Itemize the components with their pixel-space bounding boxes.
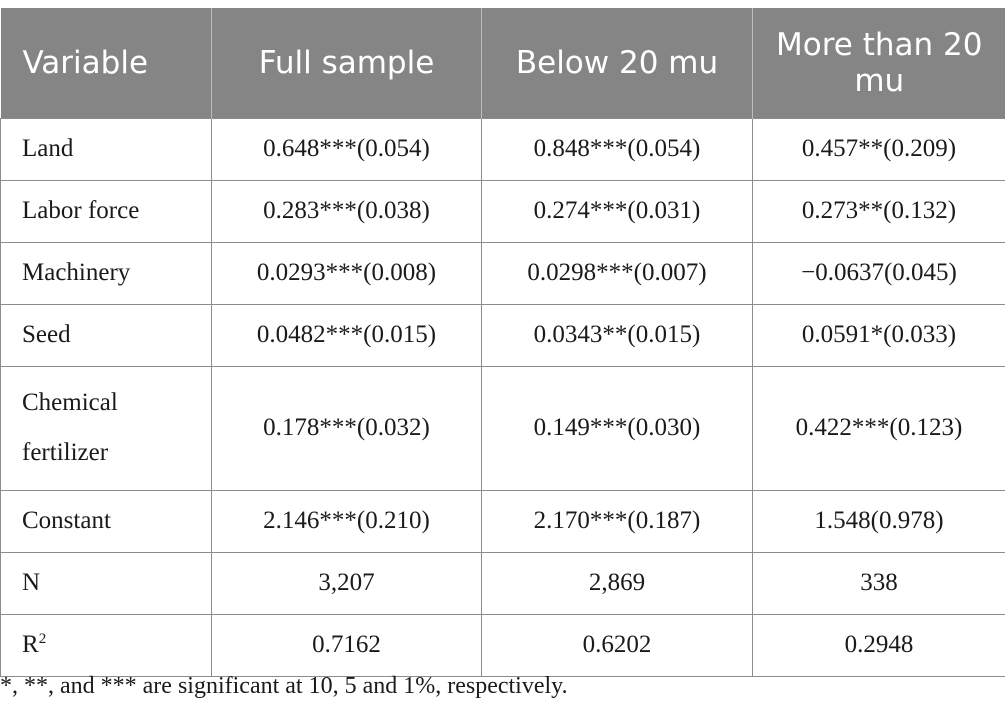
table-row: Seed 0.0482***(0.015) 0.0343**(0.015) 0.… (0, 303, 1005, 366)
header-below-20-mu: Below 20 mu (481, 8, 753, 118)
header-full-sample: Full sample (211, 8, 482, 118)
cell-full-sample: 0.178***(0.032) (211, 365, 482, 490)
row-label: N (0, 551, 212, 614)
cell-below-20-mu: 0.0343**(0.015) (481, 303, 753, 366)
cell-full-sample: 0.283***(0.038) (211, 179, 482, 242)
table-row: R2 0.7162 0.6202 0.2948 (0, 613, 1005, 677)
results-table: Variable Full sample Below 20 mu More th… (0, 8, 1005, 677)
cell-below-20-mu: 2.170***(0.187) (481, 489, 753, 552)
cell-below-20-mu: 0.6202 (481, 613, 753, 677)
table-row: Machinery 0.0293***(0.008) 0.0298***(0.0… (0, 241, 1005, 304)
table-row: Labor force 0.283***(0.038) 0.274***(0.0… (0, 179, 1005, 242)
row-label: Land (0, 117, 212, 180)
cell-full-sample: 0.648***(0.054) (211, 117, 482, 180)
table-footnote: *, **, and *** are significant at 10, 5 … (0, 673, 568, 699)
r-squared-superscript: 2 (38, 631, 47, 647)
cell-more-than-20-mu: −0.0637(0.045) (752, 241, 1005, 304)
cell-more-than-20-mu: 0.0591*(0.033) (752, 303, 1005, 366)
cell-more-than-20-mu: 0.457**(0.209) (752, 117, 1005, 180)
cell-below-20-mu: 0.149***(0.030) (481, 365, 753, 490)
cell-full-sample: 3,207 (211, 551, 482, 614)
r-squared-base: R (22, 631, 39, 658)
header-more-than-20-mu: More than 20 mu (752, 8, 1005, 118)
cell-more-than-20-mu: 0.273**(0.132) (752, 179, 1005, 242)
cell-below-20-mu: 0.848***(0.054) (481, 117, 753, 180)
cell-more-than-20-mu: 0.2948 (752, 613, 1005, 677)
cell-below-20-mu: 0.0298***(0.007) (481, 241, 753, 304)
cell-full-sample: 0.7162 (211, 613, 482, 677)
table-row: Chemical fertilizer 0.178***(0.032) 0.14… (0, 365, 1005, 490)
row-label: Seed (0, 303, 212, 366)
cell-below-20-mu: 2,869 (481, 551, 753, 614)
row-label: Chemical fertilizer (0, 365, 212, 490)
cell-full-sample: 0.0482***(0.015) (211, 303, 482, 366)
row-label: Labor force (0, 179, 212, 242)
header-variable: Variable (0, 8, 212, 118)
cell-more-than-20-mu: 1.548(0.978) (752, 489, 1005, 552)
cell-full-sample: 2.146***(0.210) (211, 489, 482, 552)
row-label: R2 (0, 613, 212, 677)
table-row: Land 0.648***(0.054) 0.848***(0.054) 0.4… (0, 117, 1005, 180)
row-label: Machinery (0, 241, 212, 304)
cell-more-than-20-mu: 338 (752, 551, 1005, 614)
header-row: Variable Full sample Below 20 mu More th… (0, 8, 1005, 118)
cell-full-sample: 0.0293***(0.008) (211, 241, 482, 304)
table-row: Constant 2.146***(0.210) 2.170***(0.187)… (0, 489, 1005, 552)
table-row: N 3,207 2,869 338 (0, 551, 1005, 614)
cell-more-than-20-mu: 0.422***(0.123) (752, 365, 1005, 490)
cell-below-20-mu: 0.274***(0.031) (481, 179, 753, 242)
row-label: Constant (0, 489, 212, 552)
